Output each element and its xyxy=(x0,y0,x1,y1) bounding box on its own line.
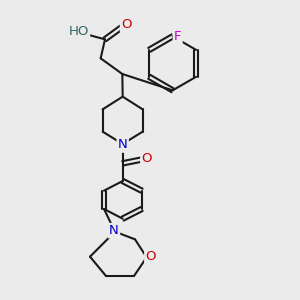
Text: F: F xyxy=(174,30,182,43)
Text: HO: HO xyxy=(68,25,89,38)
Text: N: N xyxy=(118,139,128,152)
Text: O: O xyxy=(121,19,132,32)
Text: N: N xyxy=(109,224,119,237)
Text: O: O xyxy=(146,250,156,263)
Text: O: O xyxy=(141,152,152,165)
